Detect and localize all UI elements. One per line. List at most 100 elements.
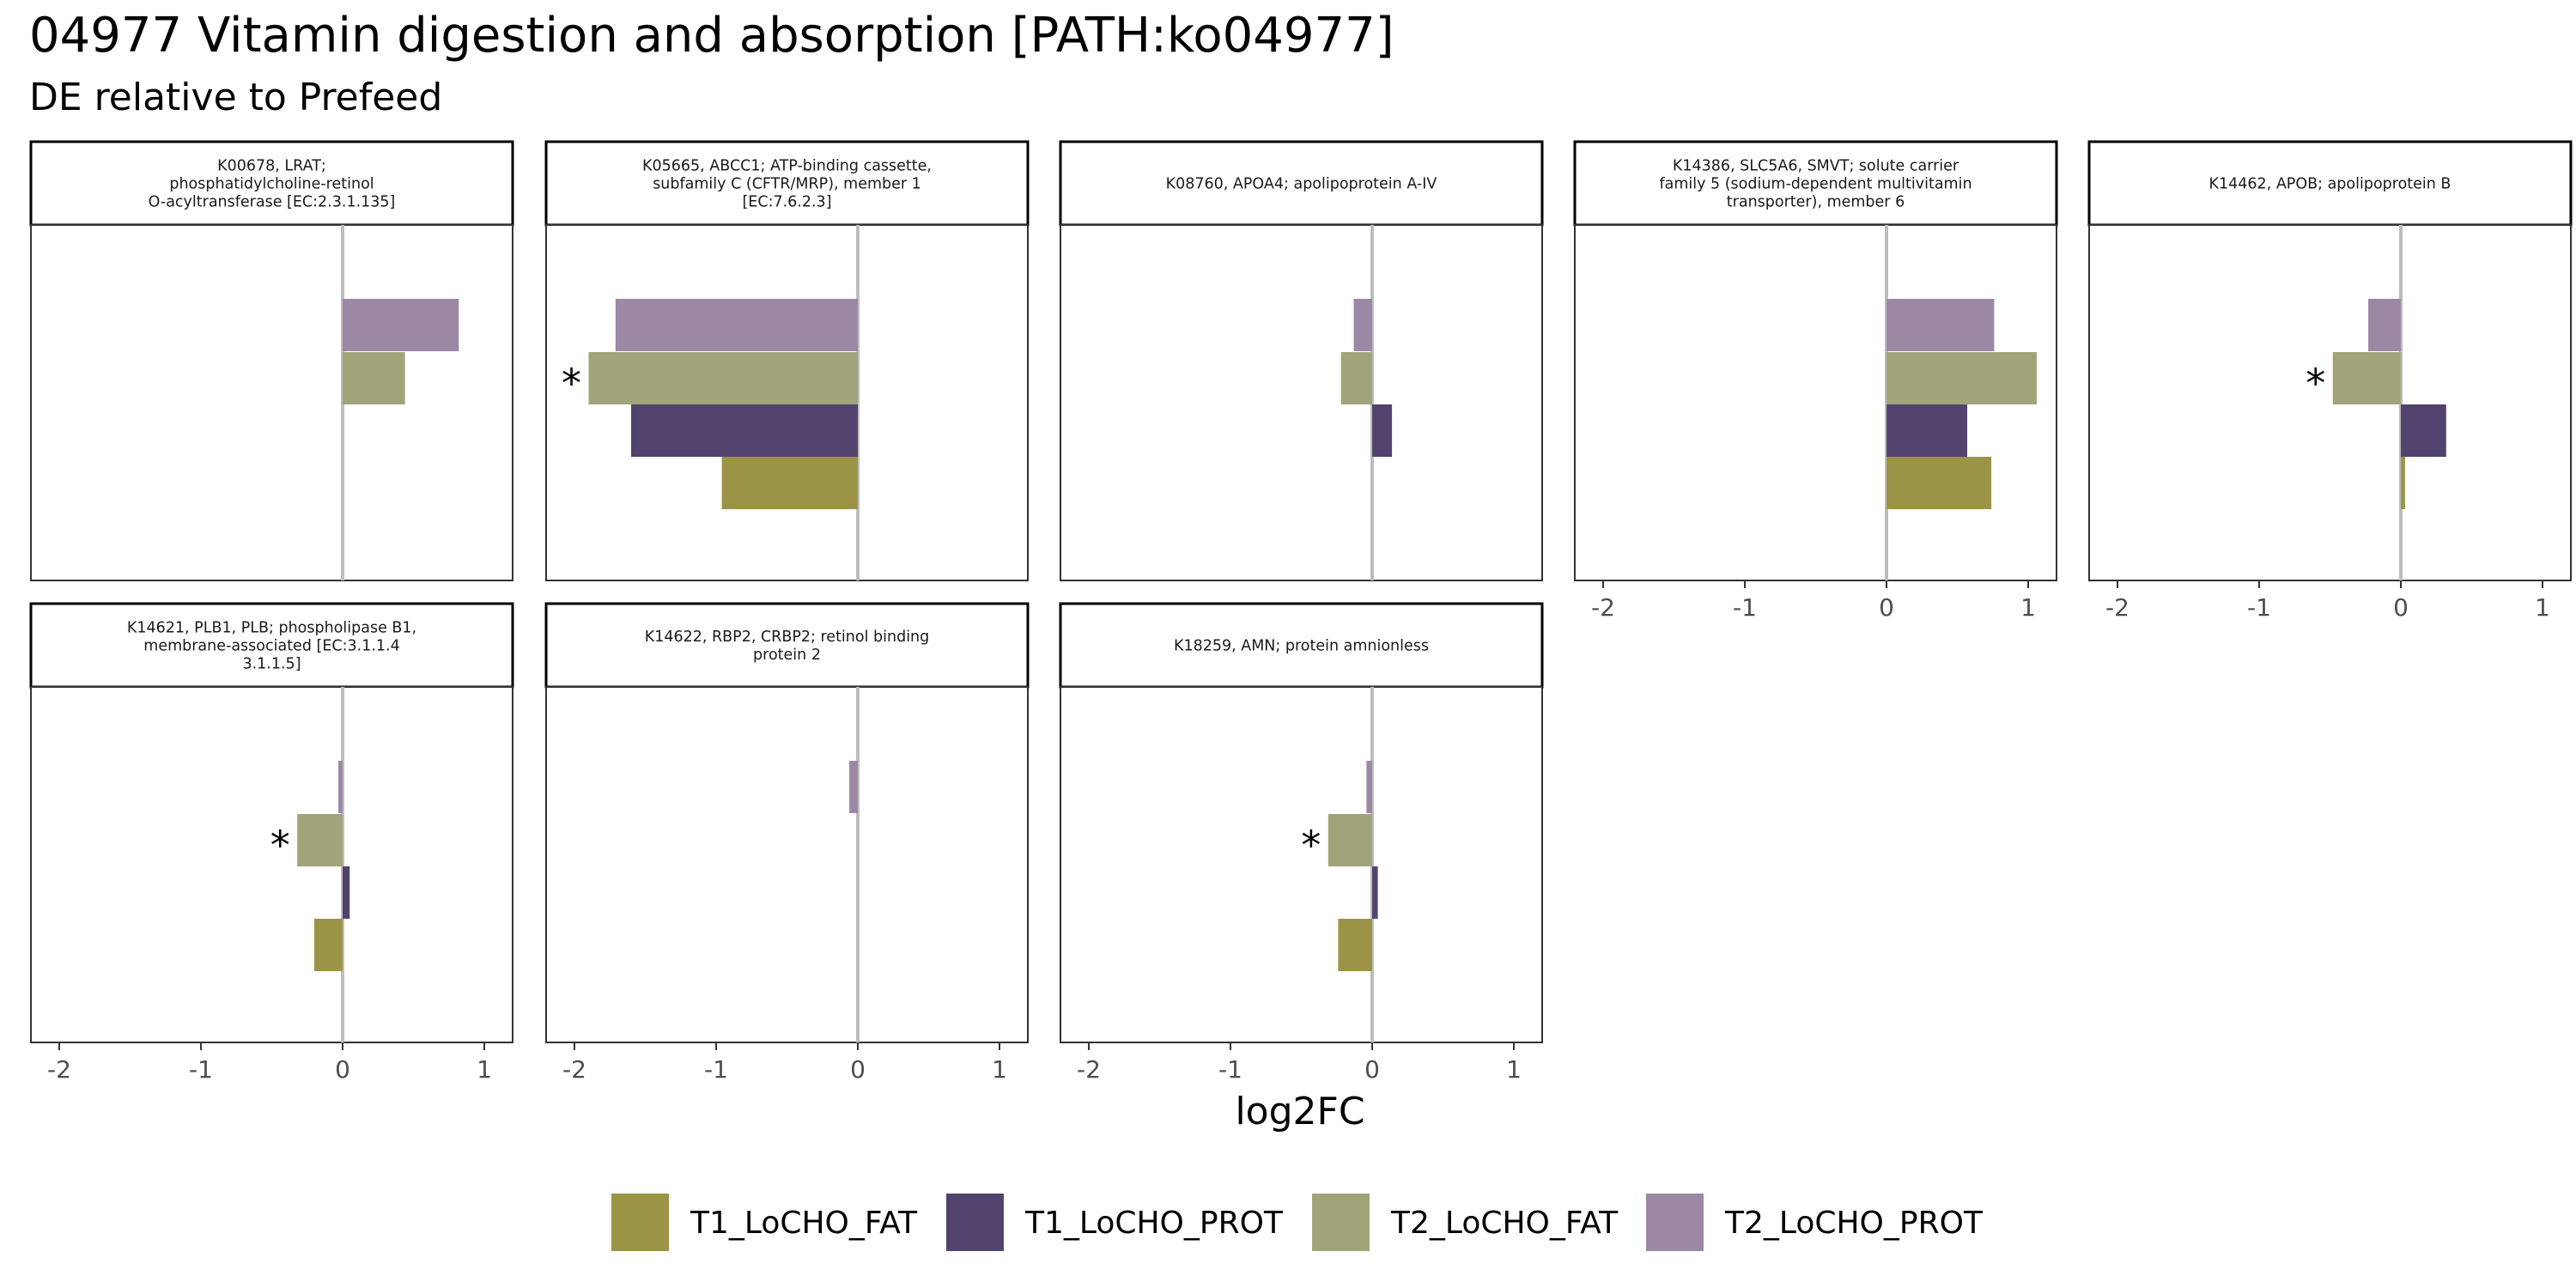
bar-t1-locho-prot	[1372, 404, 1393, 457]
x-tick-label: 0	[1879, 593, 1894, 622]
facet-strip-label: K14621, PLB1, PLB; phospholipase B1,	[127, 620, 416, 637]
bar-t1-locho-fat	[2401, 457, 2405, 509]
bar-t2-locho-fat	[1327, 814, 1372, 866]
facet-panel: K14386, SLC5A6, SMVT; solute carrierfami…	[1573, 140, 2058, 622]
facet-panel: K05665, ABCC1; ATP-binding cassette,subf…	[544, 140, 1030, 581]
x-tick-label: 1	[992, 1055, 1007, 1084]
facet-strip-label: subfamily C (CFTR/MRP), member 1	[653, 176, 921, 193]
x-tick-label: 1	[2020, 593, 2036, 622]
facet-strip	[544, 602, 1030, 689]
facet-strip-label: K14622, RBP2, CRBP2; retinol binding	[645, 629, 930, 646]
x-tick-label: -1	[189, 1055, 213, 1084]
bar-t2-locho-prot	[338, 761, 343, 813]
significance-marker: *	[270, 823, 290, 869]
facet-strip	[29, 602, 514, 689]
facet-strip-label: transporter), member 6	[1727, 194, 1905, 211]
bar-t1-locho-fat	[1338, 919, 1372, 971]
bar-t2-locho-prot	[2368, 299, 2401, 351]
facet-strip-label: membrane-associated [EC:3.1.1.4	[143, 638, 399, 655]
facet-panel: K00678, LRAT;phosphatidylcholine-retinol…	[29, 140, 514, 581]
legend-item: T2_LoCHO_PROT	[1646, 1194, 1984, 1251]
bar-t2-locho-fat	[1886, 352, 2037, 404]
bar-t1-locho-fat	[314, 919, 343, 971]
legend: T1_LoCHO_FAT T1_LoCHO_PROT T2_LoCHO_FAT T2_…	[611, 1194, 1984, 1251]
legend-key-t1-locho-prot	[946, 1194, 1004, 1251]
facet-strip-label: K08760, APOA4; apolipoprotein A-IV	[1166, 176, 1437, 193]
bar-t2-locho-prot	[1886, 299, 1995, 351]
x-tick-label: 0	[335, 1055, 350, 1084]
legend-key-t1-locho-fat	[611, 1194, 669, 1251]
bar-t2-locho-fat	[297, 814, 343, 866]
x-tick-label: -1	[704, 1055, 728, 1084]
x-tick-label: -1	[1733, 593, 1757, 622]
panel-border	[545, 686, 1029, 1043]
bar-t2-locho-fat	[1340, 352, 1372, 404]
bar-t1-locho-prot	[343, 866, 350, 919]
x-tick-label: -1	[2247, 593, 2271, 622]
facet-strip-label: K05665, ABCC1; ATP-binding cassette,	[642, 158, 932, 175]
x-tick-label: -2	[562, 1055, 586, 1084]
x-tick-label: 0	[850, 1055, 866, 1084]
x-tick-label: 1	[2535, 593, 2550, 622]
facet-strip-label: K14462, APOB; apolipoprotein B	[2209, 176, 2451, 193]
facet-panel: K18259, AMN; protein amnionless * -2 -1 0 1	[1059, 602, 1544, 1084]
panel-border	[30, 686, 513, 1043]
facet-strip-label: K18259, AMN; protein amnionless	[1174, 638, 1429, 655]
panel-border	[1060, 686, 1543, 1043]
bar-t1-locho-prot	[2401, 404, 2446, 457]
facet-panel: K08760, APOA4; apolipoprotein A-IV	[1059, 140, 1544, 581]
bar-t1-locho-prot	[631, 404, 858, 457]
facet-strip-label: K14386, SLC5A6, SMVT; solute carrier	[1673, 158, 1959, 175]
chart-subtitle: DE relative to Prefeed	[29, 76, 442, 119]
x-tick-label: -1	[1218, 1055, 1242, 1084]
legend-key-t2-locho-fat	[1312, 1194, 1370, 1251]
panel-border	[2088, 224, 2572, 581]
bar-t2-locho-prot	[849, 761, 858, 813]
facet-panel: K14462, APOB; apolipoprotein B * -2 -1 0 1	[2087, 140, 2573, 622]
panel-border	[1060, 224, 1543, 581]
facet-strip-label: K00678, LRAT;	[217, 158, 326, 175]
legend-key-t2-locho-prot	[1646, 1194, 1704, 1251]
bar-t1-locho-fat	[721, 457, 858, 509]
legend-label: T1_LoCHO_FAT	[690, 1206, 918, 1241]
legend-label: T1_LoCHO_PROT	[1024, 1206, 1284, 1241]
bar-t1-locho-fat	[1886, 457, 1992, 509]
facet-strip-label: [EC:7.6.2.3]	[742, 194, 831, 211]
facet-panel: K14622, RBP2, CRBP2; retinol bindingprot…	[544, 602, 1030, 1084]
facet-strip	[1059, 140, 1544, 227]
facet-strip-label: family 5 (sodium-dependent multivitamin	[1659, 176, 1971, 193]
significance-marker: *	[2306, 361, 2325, 407]
legend-item: T2_LoCHO_FAT	[1312, 1194, 1619, 1251]
bar-t2-locho-fat	[588, 352, 858, 404]
bar-t2-locho-prot	[343, 299, 459, 351]
bar-t2-locho-fat	[2332, 352, 2401, 404]
x-tick-label: -2	[2105, 593, 2129, 622]
facet-panel: K14621, PLB1, PLB; phospholipase B1,memb…	[29, 602, 514, 1084]
panel-border	[30, 224, 513, 581]
facet-strip	[29, 140, 514, 227]
facet-strip-label: 3.1.1.5]	[242, 656, 301, 673]
x-tick-label: -2	[1077, 1055, 1101, 1084]
legend-label: T2_LoCHO_FAT	[1390, 1206, 1619, 1241]
x-tick-label: 1	[1506, 1055, 1522, 1084]
legend-label: T2_LoCHO_PROT	[1724, 1206, 1984, 1241]
facet-strip	[2087, 140, 2573, 227]
legend-item: T1_LoCHO_PROT	[946, 1194, 1284, 1251]
significance-marker: *	[1301, 823, 1321, 869]
facet-panels: K00678, LRAT;phosphatidylcholine-retinol…	[29, 140, 2573, 1084]
bar-t1-locho-prot	[1886, 404, 1968, 457]
bar-t2-locho-prot	[1353, 299, 1372, 351]
x-tick-label: -2	[1591, 593, 1615, 622]
facet-strip	[1059, 602, 1544, 689]
chart-title: 04977 Vitamin digestion and absorption […	[29, 8, 1394, 64]
x-axis-label: log2FC	[1235, 1090, 1364, 1133]
facet-strip-label: protein 2	[753, 647, 821, 664]
x-tick-label: 0	[1364, 1055, 1380, 1084]
bar-t2-locho-prot	[1366, 761, 1372, 813]
x-tick-label: -2	[47, 1055, 71, 1084]
significance-marker: *	[562, 361, 581, 407]
facet-strip	[544, 140, 1030, 227]
facet-strip-label: O-acyltransferase [EC:2.3.1.135]	[149, 194, 396, 211]
bar-t2-locho-fat	[343, 352, 405, 404]
